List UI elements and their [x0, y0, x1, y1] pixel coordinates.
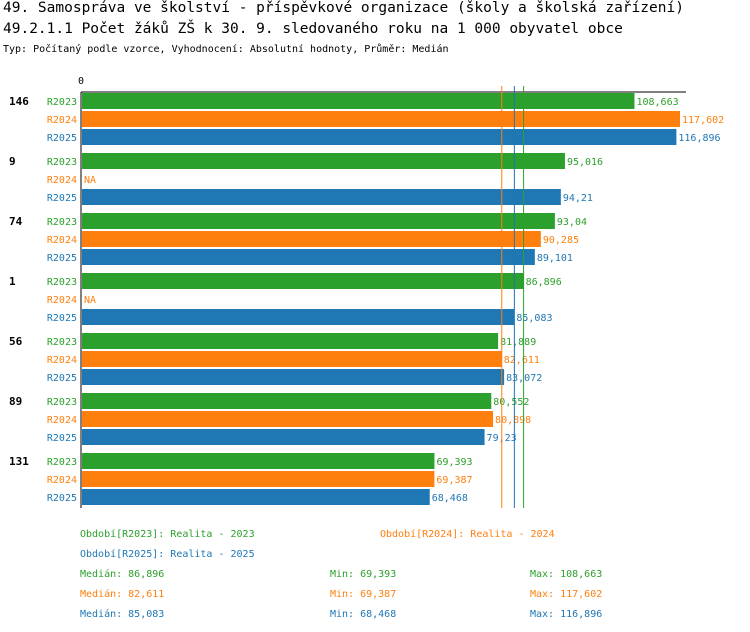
bar — [82, 471, 435, 487]
data-label: 93,04 — [557, 217, 587, 228]
bar — [82, 93, 635, 109]
stat-min-r2024: Min: 69,387 — [330, 589, 397, 600]
chart-title: 49. Samospráva ve školství - příspěvkové… — [3, 0, 684, 16]
bar — [82, 333, 499, 349]
bar — [82, 489, 430, 505]
series-label: R2025 — [47, 193, 77, 204]
data-label: 69,393 — [436, 457, 472, 468]
series-label: R2023 — [47, 277, 77, 288]
data-label: 116,896 — [678, 133, 720, 144]
data-label: 85,083 — [516, 313, 552, 324]
stat-min-r2025: Min: 68,468 — [330, 609, 397, 620]
series-label: R2023 — [47, 337, 77, 348]
data-label-na: NA — [84, 175, 96, 186]
bar — [82, 249, 535, 265]
bar — [82, 111, 680, 127]
data-label: 82,611 — [504, 355, 540, 366]
bar — [82, 189, 561, 205]
data-label: 81,889 — [500, 337, 536, 348]
bar — [82, 273, 524, 289]
series-label: R2025 — [47, 133, 77, 144]
bar — [82, 309, 515, 325]
data-label: 89,101 — [537, 253, 573, 264]
series-label: R2023 — [47, 217, 77, 228]
stat-median-r2025: Medián: 85,083 — [80, 609, 165, 620]
series-label: R2023 — [47, 157, 77, 168]
stat-median-r2023: Medián: 86,896 — [80, 569, 165, 580]
data-label: 80,898 — [495, 415, 531, 426]
category-label: 56 — [9, 335, 23, 348]
bar-chart: 0 146 R2023 108,663 R2024 117,602 R2025 116,896… — [9, 76, 724, 508]
legend-r2023: Období[R2023]: Realita - 2023 — [80, 529, 255, 540]
stat-max-r2023: Max: 108,663 — [530, 569, 603, 580]
series-label: R2025 — [47, 493, 77, 504]
series-label: R2025 — [47, 433, 77, 444]
bar — [82, 369, 505, 385]
series-label: R2024 — [47, 475, 77, 486]
category-label: 74 — [9, 215, 23, 228]
bar — [82, 231, 541, 247]
bar — [82, 351, 502, 367]
data-label-na: NA — [84, 295, 96, 306]
series-label: R2024 — [47, 355, 77, 366]
data-label: 95,016 — [567, 157, 603, 168]
series-label: R2024 — [47, 295, 77, 306]
category-label: 146 — [9, 95, 29, 108]
category-label: 9 — [9, 155, 16, 168]
data-label: 90,285 — [543, 235, 579, 246]
bar — [82, 153, 565, 169]
series-label: R2024 — [47, 415, 77, 426]
series-label: R2025 — [47, 253, 77, 264]
stat-max-r2024: Max: 117,602 — [530, 589, 603, 600]
stat-median-r2024: Medián: 82,611 — [80, 589, 165, 600]
category-label: 1 — [9, 275, 16, 288]
category-label: 131 — [9, 455, 29, 468]
series-label: R2024 — [47, 175, 77, 186]
series-label: R2024 — [47, 115, 77, 126]
bar — [82, 393, 492, 409]
bar — [82, 213, 555, 229]
chart-type-info: Typ: Počítaný podle vzorce, Vyhodnocení:… — [3, 44, 449, 55]
axis-zero-label: 0 — [78, 76, 84, 87]
series-label: R2024 — [47, 235, 77, 246]
series-label: R2023 — [47, 97, 77, 108]
data-label: 69,387 — [436, 475, 472, 486]
data-label: 108,663 — [636, 97, 678, 108]
data-label: 83,072 — [506, 373, 542, 384]
data-label: 80,552 — [493, 397, 529, 408]
bar — [82, 411, 494, 427]
legend-r2025: Období[R2025]: Realita - 2025 — [80, 549, 255, 560]
series-label: R2023 — [47, 457, 77, 468]
series-label: R2023 — [47, 397, 77, 408]
series-label: R2025 — [47, 313, 77, 324]
data-label: 86,896 — [526, 277, 562, 288]
bar — [82, 453, 435, 469]
chart-subtitle-indicator: 49.2.1.1 Počet žáků ZŠ k 30. 9. sledovan… — [3, 21, 623, 37]
series-label: R2025 — [47, 373, 77, 384]
data-label: 94,21 — [563, 193, 593, 204]
bar — [82, 429, 485, 445]
category-label: 89 — [9, 395, 22, 408]
stat-max-r2025: Max: 116,896 — [530, 609, 603, 620]
data-label: 68,468 — [432, 493, 468, 504]
stat-min-r2023: Min: 69,393 — [330, 569, 397, 580]
legend-r2024: Období[R2024]: Realita - 2024 — [380, 529, 555, 540]
bar — [82, 129, 677, 145]
data-label: 117,602 — [682, 115, 724, 126]
